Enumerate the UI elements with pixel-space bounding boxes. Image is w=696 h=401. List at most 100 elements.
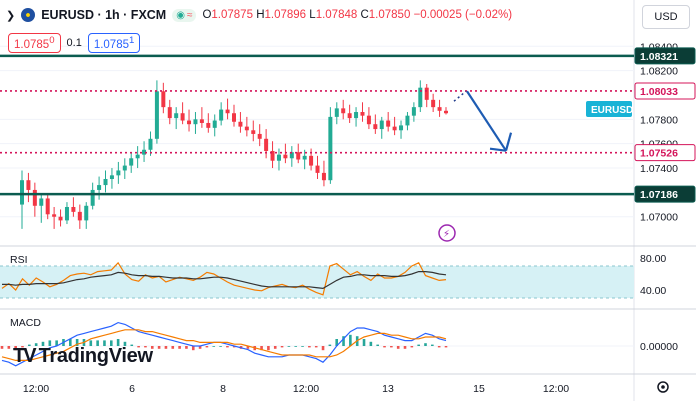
candle-body xyxy=(437,107,442,111)
candle-body xyxy=(386,120,391,127)
currency-selector[interactable]: USD xyxy=(642,5,690,29)
level-price-label: 1.07186 xyxy=(640,189,678,201)
rsi-signal-line xyxy=(2,271,447,290)
level-price-label: 1.08033 xyxy=(640,86,678,98)
macd-histogram-bar xyxy=(109,340,113,346)
time-tick-label: 12:00 xyxy=(293,383,319,395)
candle-body xyxy=(296,152,301,160)
symbol-tag xyxy=(586,101,632,117)
wave-icon: ≈ xyxy=(186,9,193,21)
macd-histogram-bar xyxy=(198,346,202,349)
projection-arrow-up xyxy=(504,132,513,151)
candle-body xyxy=(270,150,275,161)
candle-body xyxy=(32,189,37,206)
candle-body xyxy=(264,138,269,151)
trade-buttons: 1.07850 0.1 1.07851 xyxy=(8,33,141,53)
macd-histogram-bar xyxy=(28,344,31,346)
candle-body xyxy=(90,189,95,206)
candle-body xyxy=(154,91,159,139)
candle-body xyxy=(58,216,63,221)
candle-body xyxy=(405,115,410,126)
macd-histogram-bar xyxy=(150,346,154,349)
candle-body xyxy=(309,155,314,166)
macd-histogram-bar xyxy=(321,346,325,351)
candle-body xyxy=(399,125,404,131)
candle-body xyxy=(45,198,50,215)
level-price-label: 1.07526 xyxy=(640,148,678,160)
macd-histogram-bar xyxy=(273,346,277,349)
macd-histogram-bar xyxy=(130,344,134,346)
candle-body xyxy=(167,107,172,119)
projection-arrowhead xyxy=(489,147,507,152)
rsi-tick-label: 80.00 xyxy=(640,253,666,265)
candle-body xyxy=(219,109,224,121)
time-tick-label: 12:00 xyxy=(23,383,49,395)
candle-body xyxy=(109,175,114,179)
candle-body xyxy=(232,113,236,122)
price-tick-label: 1.07800 xyxy=(640,114,678,126)
macd-histogram-bar xyxy=(226,346,229,348)
time-tick-label: 12:00 xyxy=(543,383,569,395)
market-status-pill[interactable]: ◉ ≈ xyxy=(172,8,197,22)
macd-line xyxy=(1,321,447,367)
open-value: 1.07875 xyxy=(211,9,253,21)
level-price-tag xyxy=(634,144,696,162)
candle-body xyxy=(129,158,134,166)
candle-body xyxy=(392,126,397,131)
candle-body xyxy=(135,154,140,159)
projection-arrow-down xyxy=(466,90,507,152)
high-value: 1.07896 xyxy=(264,9,307,21)
candle-body xyxy=(418,87,423,108)
symbol-header: ❯ EURUSD · 1h · FXCM ◉ ≈ O1.07875 H1.078… xyxy=(6,8,512,22)
lightning-icon xyxy=(438,224,456,242)
macd-histogram-bar xyxy=(212,346,216,347)
macd-histogram-bar xyxy=(431,344,434,346)
macd-histogram-bar xyxy=(335,339,339,346)
time-tick-label: 6 xyxy=(129,383,135,395)
level-price-tag xyxy=(634,185,696,203)
candle-body xyxy=(334,108,339,117)
candle-body xyxy=(64,206,69,221)
macd-histogram-bar xyxy=(34,343,38,346)
level-price-tag xyxy=(634,47,696,65)
candle-body xyxy=(431,99,436,108)
logo-text: TradingView xyxy=(38,345,153,367)
macd-histogram-bar xyxy=(403,346,407,349)
low-value: 1.07848 xyxy=(315,9,358,21)
macd-histogram-bar xyxy=(437,346,441,348)
macd-histogram-bar xyxy=(0,346,4,349)
macd-histogram-bar xyxy=(7,346,11,349)
candle-body xyxy=(444,110,448,114)
candle-body xyxy=(321,172,326,181)
close-value: 1.07850 xyxy=(368,9,411,21)
eur-usd-flag-icon xyxy=(21,8,36,22)
macd-histogram-bar xyxy=(369,341,373,346)
macd-histogram-bar xyxy=(123,341,127,346)
candle-body xyxy=(379,120,384,130)
candle-body xyxy=(52,214,57,217)
candle-body xyxy=(289,152,294,159)
macd-histogram-bar xyxy=(21,346,24,348)
candle-body xyxy=(347,113,352,119)
macd-histogram-bar xyxy=(75,339,79,346)
candle-body xyxy=(193,119,198,125)
macd-histogram-bar xyxy=(178,346,181,349)
buy-button[interactable]: 1.07851 xyxy=(87,33,141,53)
candle-body xyxy=(328,116,333,181)
candle-body xyxy=(360,112,365,116)
macd-histogram-bar xyxy=(362,339,366,346)
candle-body xyxy=(276,154,281,161)
candle-body xyxy=(103,178,108,186)
change-value: −0.00025 (−0.02%) xyxy=(413,9,513,21)
symbol-title[interactable]: EURUSD · 1h · FXCM xyxy=(41,8,167,22)
candle-body xyxy=(26,180,31,190)
rsi-tick-label: 40.00 xyxy=(640,285,666,297)
time-tick-label: 15 xyxy=(473,383,485,395)
macd-histogram-bar xyxy=(390,346,393,348)
collapse-icon[interactable]: ❯ xyxy=(6,9,16,22)
symbol-tag-label: EURUSD xyxy=(591,105,633,116)
macd-histogram-bar xyxy=(376,344,379,346)
sell-button[interactable]: 1.07850 xyxy=(8,33,61,53)
level-price-label: 1.08321 xyxy=(640,51,678,63)
